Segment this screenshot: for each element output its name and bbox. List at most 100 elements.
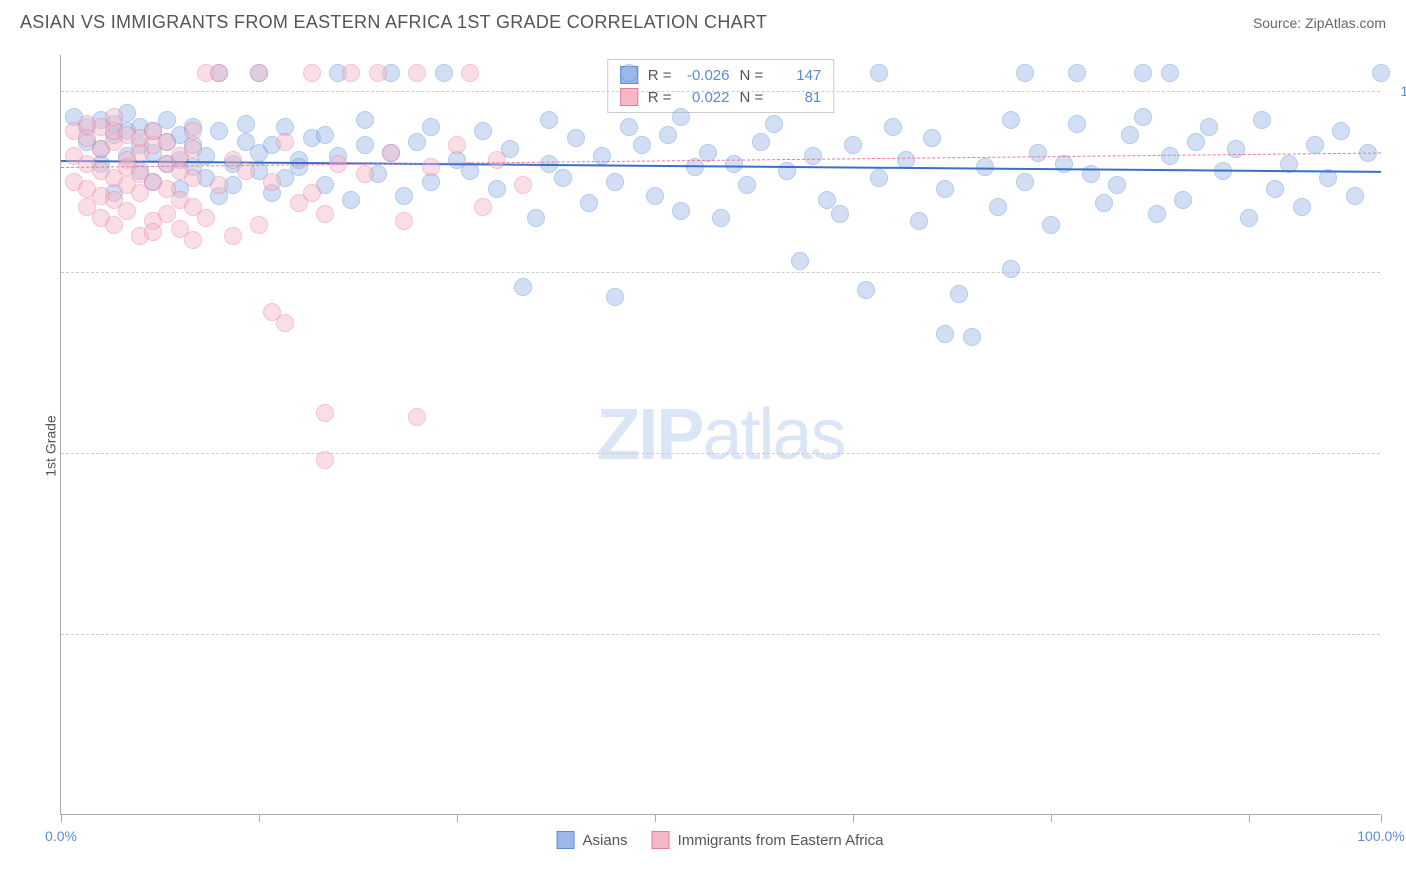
r-label-1: R = [648,67,672,84]
x-tick [457,814,458,822]
data-point [950,285,968,303]
data-point [474,198,492,216]
data-point [606,288,624,306]
legend-item-2: Immigrants from Eastern Africa [652,831,884,849]
data-point [395,212,413,230]
data-point [567,129,585,147]
data-point [1332,122,1350,140]
data-point [1042,216,1060,234]
x-tick [61,814,62,822]
data-point [250,216,268,234]
gridline-h [61,91,1380,92]
gridline-h [61,272,1380,273]
data-point [210,176,228,194]
data-point [1134,64,1152,82]
n-value-1: 147 [773,67,821,84]
data-point [936,325,954,343]
data-point [144,223,162,241]
data-point [1293,198,1311,216]
data-point [857,281,875,299]
data-point [778,162,796,180]
data-point [303,64,321,82]
data-point [316,205,334,223]
data-point [752,133,770,151]
chart-source: Source: ZipAtlas.com [1253,15,1386,31]
data-point [184,231,202,249]
data-point [1029,144,1047,162]
legend-swatch-1 [557,831,575,849]
data-point [554,169,572,187]
n-label-1: N = [740,67,764,84]
x-tick-label: 100.0% [1357,828,1404,844]
data-point [250,64,268,82]
data-point [1346,187,1364,205]
data-point [1108,176,1126,194]
data-point [474,122,492,140]
watermark: ZIPatlas [596,394,844,476]
data-point [527,209,545,227]
data-point [989,198,1007,216]
data-point [184,169,202,187]
data-point [620,64,638,82]
data-point [197,209,215,227]
legend-item-1: Asians [557,831,628,849]
data-point [448,136,466,154]
data-point [1016,64,1034,82]
data-point [1134,108,1152,126]
data-point [620,118,638,136]
data-point [105,108,123,126]
data-point [356,136,374,154]
data-point [1372,64,1390,82]
legend-swatch-2 [652,831,670,849]
data-point [1016,173,1034,191]
data-point [382,144,400,162]
data-point [633,136,651,154]
data-point [646,187,664,205]
legend-label-1: Asians [583,832,628,849]
data-point [606,173,624,191]
data-point [725,155,743,173]
data-point [408,408,426,426]
data-point [263,173,281,191]
data-point [408,133,426,151]
data-point [237,115,255,133]
data-point [1187,133,1205,151]
data-point [831,205,849,223]
data-point [395,187,413,205]
data-point [356,111,374,129]
data-point [1095,194,1113,212]
bottom-legend: Asians Immigrants from Eastern Africa [557,831,884,849]
data-point [936,180,954,198]
data-point [738,176,756,194]
data-point [712,209,730,227]
data-point [224,227,242,245]
chart-header: ASIAN VS IMMIGRANTS FROM EASTERN AFRICA … [0,0,1406,41]
data-point [184,140,202,158]
data-point [791,252,809,270]
data-point [804,147,822,165]
data-point [356,165,374,183]
y-tick-label: 100.0% [1401,83,1406,99]
data-point [963,328,981,346]
gridline-h [61,634,1380,635]
stats-row-1: R = -0.026 N = 147 [620,64,822,86]
data-point [316,451,334,469]
data-point [1002,111,1020,129]
data-point [210,64,228,82]
data-point [1068,64,1086,82]
data-point [184,122,202,140]
data-point [870,64,888,82]
data-point [1200,118,1218,136]
data-point [1266,180,1284,198]
x-tick [655,814,656,822]
data-point [488,151,506,169]
data-point [672,202,690,220]
data-point [659,126,677,144]
data-point [884,118,902,136]
data-point [910,212,928,230]
watermark-atlas: atlas [702,395,844,475]
chart-container: ZIPatlas R = -0.026 N = 147 R = 0.022 N … [60,55,1380,815]
data-point [158,205,176,223]
data-point [210,122,228,140]
x-tick [853,814,854,822]
